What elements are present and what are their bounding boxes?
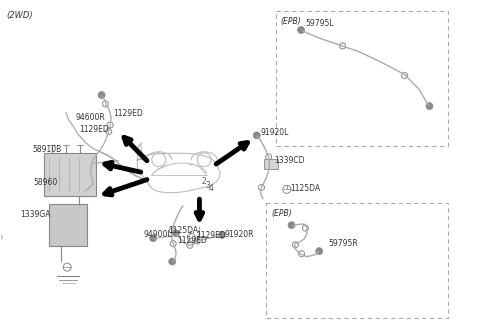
Text: 1129ED: 1129ED [114, 109, 144, 118]
Circle shape [298, 27, 305, 33]
Circle shape [316, 248, 323, 255]
Bar [44, 153, 96, 196]
Text: 58960: 58960 [34, 178, 58, 187]
Text: (2WD): (2WD) [6, 11, 33, 20]
Text: (EPB): (EPB) [281, 17, 301, 26]
Bar [276, 11, 447, 146]
Text: 58910B: 58910B [33, 145, 61, 154]
Text: 1129ED: 1129ED [196, 231, 226, 240]
Circle shape [253, 132, 260, 139]
Text: 91920L: 91920L [261, 128, 289, 137]
Text: 1339CD: 1339CD [275, 155, 305, 165]
Text: 94900L: 94900L [144, 230, 172, 239]
Circle shape [218, 232, 225, 238]
Circle shape [169, 258, 176, 265]
Circle shape [173, 230, 180, 237]
Circle shape [426, 103, 433, 110]
Circle shape [150, 235, 156, 242]
Text: 1129ED: 1129ED [177, 236, 207, 245]
Text: 91920R: 91920R [225, 230, 254, 239]
Text: (EPB): (EPB) [271, 209, 292, 218]
Text: 3: 3 [205, 181, 210, 190]
Text: 4: 4 [209, 184, 214, 193]
Circle shape [81, 188, 87, 195]
Text: 59795R: 59795R [328, 239, 358, 248]
Bar [49, 204, 87, 246]
Circle shape [98, 92, 105, 98]
Text: 59795L: 59795L [306, 19, 335, 28]
Bar [264, 159, 277, 169]
Text: 1125DA: 1125DA [290, 184, 320, 193]
Text: 2: 2 [202, 177, 206, 186]
Bar [266, 203, 447, 318]
Text: 1125DA: 1125DA [168, 226, 199, 235]
Text: 1129ED: 1129ED [79, 125, 109, 134]
Text: 94600R: 94600R [75, 113, 105, 122]
Text: 1339GA: 1339GA [21, 210, 51, 219]
Circle shape [288, 222, 295, 229]
